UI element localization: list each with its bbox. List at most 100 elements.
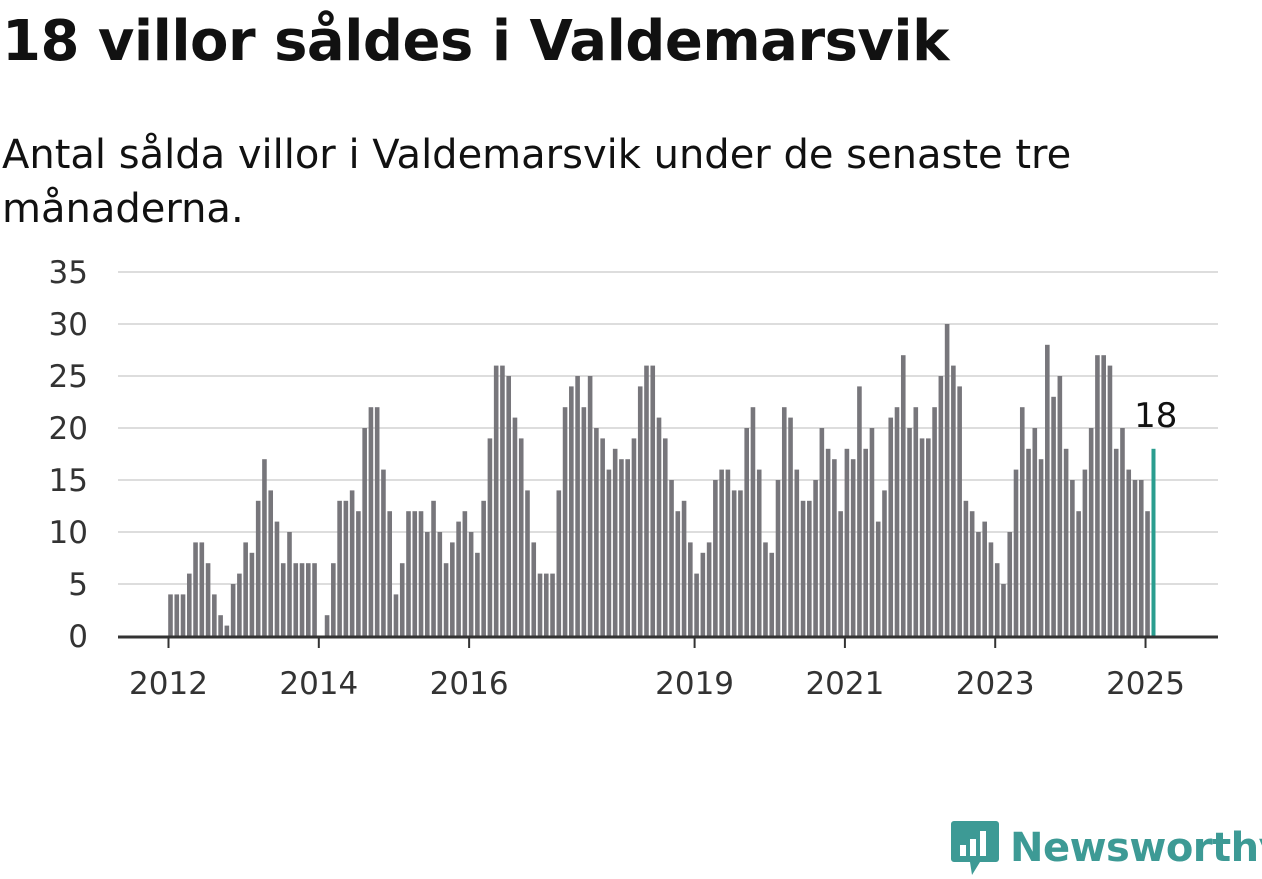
bar [738, 490, 743, 636]
bar [418, 511, 424, 636]
bar [1076, 511, 1081, 636]
bar [612, 448, 618, 636]
bar [969, 511, 975, 636]
bar [587, 376, 593, 636]
bar [850, 459, 856, 636]
bar [625, 459, 630, 636]
bar [894, 407, 900, 636]
bar [875, 521, 881, 636]
x-tick-label: 2014 [279, 666, 358, 702]
bar [468, 532, 474, 636]
bar [343, 500, 349, 636]
bar [337, 500, 342, 636]
bar [437, 532, 443, 636]
bar [857, 386, 862, 636]
bar [882, 490, 887, 636]
bar [1113, 448, 1119, 636]
y-tick-label: 30 [49, 307, 88, 343]
x-tick-label: 2025 [1106, 666, 1185, 702]
bar [450, 542, 455, 636]
last-value-label: 18 [1134, 396, 1177, 436]
bar [493, 365, 499, 636]
bar [788, 417, 793, 636]
bar [205, 563, 211, 636]
x-tick-label: 2012 [129, 666, 208, 702]
bar [280, 563, 286, 636]
bar [919, 438, 925, 636]
bar [168, 594, 173, 636]
bar [1138, 480, 1144, 636]
bar [1038, 459, 1044, 636]
bar [1088, 428, 1094, 636]
bar [255, 500, 261, 636]
bar [888, 417, 894, 636]
bar [224, 625, 230, 636]
chart-subtitle: Antal sålda villor i Valdemarsvik under … [2, 132, 1072, 232]
bar [562, 407, 568, 636]
bar [243, 542, 248, 636]
y-tick-label: 5 [68, 567, 88, 603]
bar [907, 428, 912, 636]
bar [644, 365, 649, 636]
bar [869, 428, 875, 636]
bar [719, 469, 724, 636]
bar [293, 563, 299, 636]
x-tick-label: 2021 [805, 666, 884, 702]
bar [1120, 428, 1125, 636]
bar [744, 428, 749, 636]
bar [725, 469, 731, 636]
bar [349, 490, 355, 636]
bar [393, 594, 399, 636]
bar [637, 386, 643, 636]
bar [443, 563, 449, 636]
bar [662, 438, 668, 636]
x-tick-label: 2019 [655, 666, 734, 702]
bar [1101, 355, 1106, 636]
y-tick-label: 35 [49, 255, 88, 291]
bar [481, 500, 486, 636]
bar [763, 542, 768, 636]
bar [1107, 365, 1113, 636]
bar [706, 542, 712, 636]
bar [1126, 469, 1132, 636]
brand-name: Newsworthy [1010, 825, 1262, 871]
bar [675, 511, 681, 636]
bar [813, 480, 818, 636]
bar [424, 532, 430, 636]
bar [606, 469, 612, 636]
bar [368, 407, 374, 636]
bar [825, 448, 831, 636]
bar [731, 490, 737, 636]
bar [963, 500, 969, 636]
bar [374, 407, 380, 636]
bar [1013, 469, 1019, 636]
bar [399, 563, 405, 636]
bar [775, 480, 781, 636]
bar [932, 407, 937, 636]
bar [230, 584, 236, 636]
bar [331, 563, 336, 636]
bar [312, 563, 317, 636]
bar [324, 615, 330, 636]
bar [594, 428, 599, 636]
bar [556, 490, 562, 636]
y-tick-label: 25 [49, 359, 88, 395]
bar [781, 407, 787, 636]
bar [305, 563, 311, 636]
bar [819, 428, 825, 636]
bar [180, 594, 186, 636]
bar [938, 376, 944, 636]
bar [844, 448, 850, 636]
bar [982, 521, 987, 636]
bar [387, 511, 393, 636]
bar [212, 594, 217, 636]
bar [944, 324, 950, 636]
bar [656, 417, 662, 636]
bar [669, 480, 674, 636]
bar [926, 438, 931, 636]
bar [274, 521, 280, 636]
bar [268, 490, 274, 636]
bar [838, 511, 843, 636]
bar [900, 355, 906, 636]
